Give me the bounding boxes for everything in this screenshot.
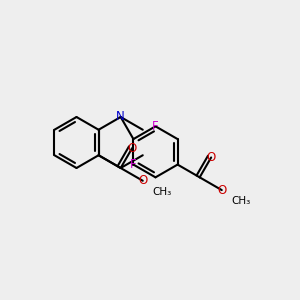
Text: O: O [138,174,147,187]
Text: F: F [152,120,159,133]
Text: N: N [116,110,125,124]
Text: O: O [206,151,216,164]
Text: O: O [217,184,226,196]
Text: CH₃: CH₃ [152,187,171,196]
Text: CH₃: CH₃ [231,196,250,206]
Text: O: O [128,142,137,154]
Text: F: F [130,158,137,171]
